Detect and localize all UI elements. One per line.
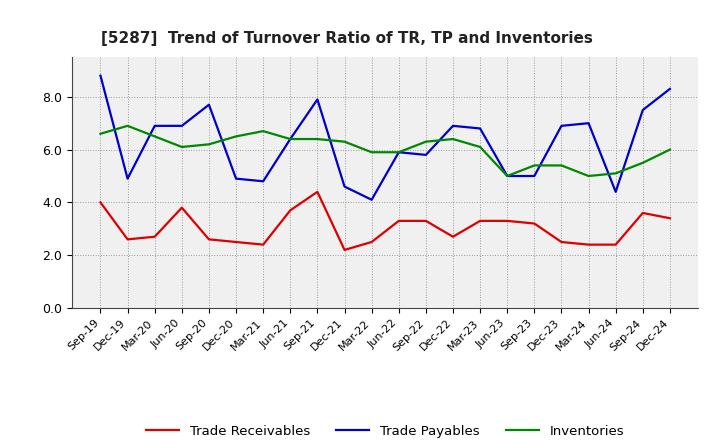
Trade Payables <box>584 121 593 126</box>
Trade Receivables <box>367 239 376 245</box>
Inventories <box>395 150 403 155</box>
Trade Receivables <box>584 242 593 247</box>
Legend: Trade Receivables, Trade Payables, Inventories: Trade Receivables, Trade Payables, Inven… <box>141 420 629 440</box>
Inventories <box>421 139 430 144</box>
Trade Receivables <box>178 205 186 210</box>
Inventories <box>503 173 511 179</box>
Trade Payables <box>611 189 620 194</box>
Trade Payables <box>530 173 539 179</box>
Trade Receivables <box>341 247 349 253</box>
Trade Payables <box>367 197 376 202</box>
Text: [5287]  Trend of Turnover Ratio of TR, TP and Inventories: [5287] Trend of Turnover Ratio of TR, TP… <box>101 31 593 46</box>
Trade Payables <box>178 123 186 128</box>
Trade Payables <box>259 179 268 184</box>
Trade Payables <box>557 123 566 128</box>
Trade Payables <box>96 73 105 78</box>
Trade Receivables <box>204 237 213 242</box>
Trade Receivables <box>611 242 620 247</box>
Trade Receivables <box>232 239 240 245</box>
Inventories <box>557 163 566 168</box>
Inventories <box>259 128 268 134</box>
Inventories <box>530 163 539 168</box>
Line: Inventories: Inventories <box>101 126 670 176</box>
Trade Receivables <box>665 216 674 221</box>
Inventories <box>204 142 213 147</box>
Inventories <box>367 150 376 155</box>
Trade Receivables <box>530 221 539 226</box>
Inventories <box>665 147 674 152</box>
Trade Payables <box>639 107 647 113</box>
Inventories <box>178 144 186 150</box>
Trade Payables <box>150 123 159 128</box>
Inventories <box>96 131 105 136</box>
Trade Payables <box>449 123 457 128</box>
Inventories <box>232 134 240 139</box>
Trade Payables <box>395 150 403 155</box>
Trade Receivables <box>639 210 647 216</box>
Trade Receivables <box>259 242 268 247</box>
Trade Payables <box>503 173 511 179</box>
Trade Payables <box>421 152 430 158</box>
Trade Payables <box>123 176 132 181</box>
Inventories <box>449 136 457 142</box>
Trade Payables <box>286 136 294 142</box>
Trade Payables <box>313 97 322 102</box>
Trade Receivables <box>286 208 294 213</box>
Line: Trade Payables: Trade Payables <box>101 76 670 200</box>
Inventories <box>341 139 349 144</box>
Inventories <box>611 171 620 176</box>
Inventories <box>476 144 485 150</box>
Inventories <box>150 134 159 139</box>
Trade Receivables <box>395 218 403 224</box>
Trade Payables <box>232 176 240 181</box>
Trade Receivables <box>449 234 457 239</box>
Inventories <box>123 123 132 128</box>
Trade Receivables <box>313 189 322 194</box>
Trade Payables <box>341 184 349 189</box>
Trade Payables <box>476 126 485 131</box>
Trade Receivables <box>150 234 159 239</box>
Inventories <box>639 160 647 165</box>
Trade Payables <box>665 86 674 92</box>
Trade Payables <box>204 102 213 107</box>
Trade Receivables <box>123 237 132 242</box>
Trade Receivables <box>557 239 566 245</box>
Trade Receivables <box>476 218 485 224</box>
Inventories <box>584 173 593 179</box>
Trade Receivables <box>421 218 430 224</box>
Inventories <box>286 136 294 142</box>
Trade Receivables <box>503 218 511 224</box>
Trade Receivables <box>96 200 105 205</box>
Inventories <box>313 136 322 142</box>
Line: Trade Receivables: Trade Receivables <box>101 192 670 250</box>
